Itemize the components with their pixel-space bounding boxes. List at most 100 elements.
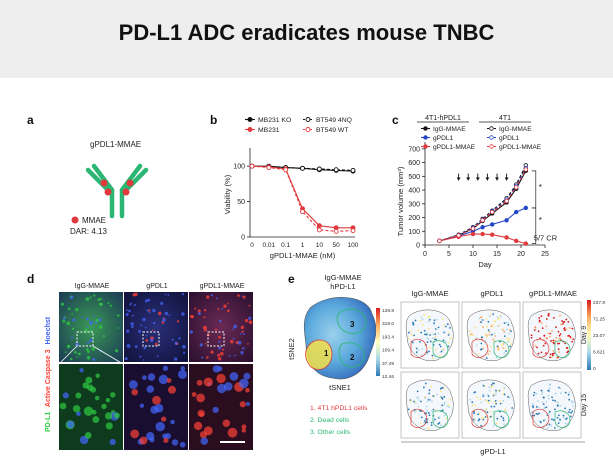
zoom-box (76, 331, 94, 347)
tsne-cluster-outline (466, 309, 515, 362)
x-tick-label: 15 (493, 251, 501, 258)
tsne-point (552, 354, 554, 357)
cell-signal (91, 409, 97, 415)
tsne-point (428, 389, 431, 392)
data-point (504, 198, 509, 204)
cell-signal (180, 366, 186, 371)
legend-label: MB231 KO (258, 117, 291, 124)
tsne-point (440, 396, 443, 399)
tsne-point (487, 353, 490, 356)
cell-signal (62, 319, 66, 323)
tsne-point (484, 399, 487, 401)
cluster-2-outline (432, 410, 449, 428)
tsne-point (410, 334, 413, 336)
tsne-point (507, 321, 510, 324)
tsne-point (496, 325, 499, 327)
micrograph-column-igg-mmae: IgG-MMAE (74, 283, 110, 290)
cell-signal (66, 420, 75, 429)
tsne-point (561, 320, 564, 322)
tsne-point (429, 340, 432, 343)
tsne-point (556, 342, 559, 345)
zoom-box (207, 331, 225, 347)
tsne-point (547, 394, 550, 397)
colorbar-tick-label: 128.8 (382, 308, 394, 314)
tsne-point (553, 352, 555, 355)
tsne-point (497, 318, 499, 321)
tsne-point (442, 339, 445, 342)
cell-signal (248, 316, 252, 320)
tsne-point (448, 406, 451, 408)
tsne-point (433, 323, 435, 326)
tsne-point (420, 331, 423, 334)
tsne-point (568, 398, 571, 401)
cell-signal (241, 428, 246, 433)
tsne-point (430, 400, 433, 403)
micrograph-igg-mmae-overview (59, 292, 123, 362)
cell-signal (240, 350, 244, 355)
antibody-drug-conjugate-diagram: gPDL1-MMAE MMAE DAR: 4.13 (70, 140, 149, 236)
cell-signal (203, 316, 206, 319)
tsne-point (487, 402, 490, 405)
tsne-point (412, 321, 414, 324)
tsne-point (548, 387, 551, 390)
cell-signal (81, 316, 83, 318)
tsne-point (469, 334, 472, 337)
tsne-point (571, 327, 574, 330)
grid-colorbar-ticks: 237.9 71.25 23.07 6.621 0 (593, 300, 605, 372)
cell-signal (109, 304, 112, 307)
tsne-point (480, 401, 483, 404)
cell-signal (83, 406, 94, 416)
cell-signal (98, 325, 103, 329)
tsne-point (496, 345, 499, 348)
tsne-point (475, 396, 478, 399)
micrograph-column-gpdl1-mmae: gPDL1-MMAE (199, 283, 245, 290)
tsne-point (447, 334, 450, 336)
tsne-point (499, 340, 501, 343)
tsne-point (408, 331, 410, 334)
tsne-point (415, 347, 418, 350)
cell-signal (247, 343, 249, 345)
cell-signal (147, 298, 151, 302)
series-line (439, 170, 527, 242)
tsne-point (554, 392, 557, 395)
cell-signal (133, 303, 137, 307)
tsne-point (558, 342, 561, 345)
cell-signal (239, 378, 249, 389)
tsne-point (430, 421, 433, 424)
tsne-point (495, 356, 498, 359)
cell-signal (125, 312, 129, 316)
legend-marker (247, 117, 253, 122)
cell-signal (171, 338, 174, 341)
cell-signal (241, 330, 244, 333)
tsne-point (564, 329, 566, 332)
cell-signal (95, 322, 98, 325)
cluster-1-outline (532, 408, 550, 428)
cell-signal (229, 339, 234, 344)
y-tick-label: 100 (408, 229, 420, 236)
cell-signal (181, 292, 185, 296)
legend-label: BT549 WT (316, 127, 348, 134)
tsne-colorbar (376, 308, 380, 376)
tsne-point (504, 346, 507, 349)
cell-signal (114, 349, 119, 353)
tsne-point (530, 334, 533, 337)
tsne-point (420, 354, 423, 357)
tsne-point (505, 321, 507, 324)
y-tick-label: 200 (408, 215, 420, 222)
tsne-point (494, 335, 497, 337)
tsne-point (482, 384, 485, 387)
tsne-point (485, 357, 488, 359)
legend-label: gPDL1-MMAE (499, 144, 542, 151)
tsne-point (432, 337, 434, 340)
tsne-point (493, 405, 496, 408)
cell-signal (216, 373, 226, 384)
colorbar-tick-label: 6.621 (593, 350, 605, 356)
colorbar-tick-label: 237.9 (593, 300, 605, 306)
tsne-point (558, 414, 560, 417)
cell-signal (164, 311, 169, 316)
zoom-connector (92, 345, 124, 365)
tsne-point (428, 350, 430, 353)
cell-signal (151, 329, 154, 332)
cell-signal (89, 330, 92, 332)
tsne-point (489, 415, 492, 418)
